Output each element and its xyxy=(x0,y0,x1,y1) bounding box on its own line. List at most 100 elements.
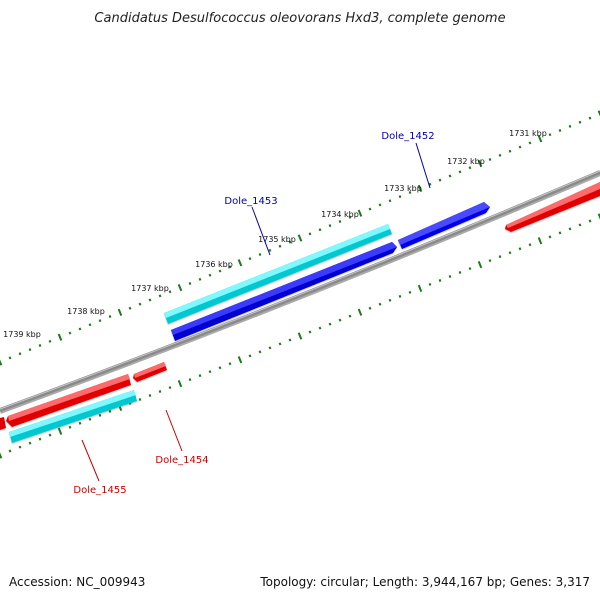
minor-tick xyxy=(68,425,72,429)
gene-label-dole-1455[interactable]: Dole_1455 xyxy=(73,485,126,496)
tick-label-1732: 1732 kbp xyxy=(447,157,485,166)
minor-tick xyxy=(398,195,402,199)
minor-tick xyxy=(428,182,432,186)
major-tick xyxy=(237,259,243,267)
major-tick xyxy=(417,284,423,293)
minor-tick xyxy=(158,294,162,298)
minor-tick xyxy=(68,331,72,335)
gene-dole-1452[interactable] xyxy=(398,202,490,249)
gene-reverse-edge[interactable] xyxy=(0,417,6,430)
minor-tick xyxy=(558,231,562,235)
major-tick xyxy=(237,356,243,364)
genome-backbone xyxy=(0,170,600,414)
tick-label-1734: 1734 kbp xyxy=(321,210,359,219)
minor-tick xyxy=(558,129,562,133)
minor-tick xyxy=(488,259,492,263)
tick-labels: 1731 kbp 1732 kbp 1733 kbp 1734 kbp 1735… xyxy=(3,129,547,339)
major-tick xyxy=(0,452,3,459)
minor-tick xyxy=(368,306,372,310)
minor-tick xyxy=(208,370,212,374)
minor-tick xyxy=(78,421,82,425)
minor-tick xyxy=(308,330,312,334)
minor-tick xyxy=(78,327,82,331)
minor-tick xyxy=(198,374,202,378)
gene-forward-unlabeled[interactable] xyxy=(171,242,397,341)
minor-tick xyxy=(428,282,432,286)
minor-tick xyxy=(8,356,12,360)
minor-tick xyxy=(278,342,282,346)
minor-tick xyxy=(328,224,332,228)
minor-tick xyxy=(188,281,192,285)
minor-tick xyxy=(28,348,32,352)
gene-reverse-right[interactable] xyxy=(505,182,600,232)
minor-tick xyxy=(588,219,592,223)
minor-tick xyxy=(468,267,472,271)
minor-tick xyxy=(458,170,462,174)
minor-tick xyxy=(448,275,452,278)
major-tick xyxy=(477,260,483,269)
minor-tick xyxy=(348,215,352,219)
minor-tick xyxy=(548,133,552,137)
minor-tick xyxy=(438,278,442,282)
minor-tick xyxy=(408,191,412,195)
minor-tick xyxy=(338,318,342,322)
minor-tick xyxy=(38,343,42,347)
minor-tick xyxy=(108,315,112,319)
minor-tick xyxy=(8,449,12,453)
gene-label-dole-1453[interactable]: Dole_1453 xyxy=(224,196,277,207)
major-tick xyxy=(357,209,363,217)
accession-text: Accession: NC_009943 xyxy=(9,575,145,589)
minor-tick xyxy=(318,228,322,232)
gene-dole-1455[interactable] xyxy=(9,390,137,443)
minor-tick xyxy=(378,302,382,306)
major-tick xyxy=(177,379,183,388)
minor-tick xyxy=(308,232,312,236)
major-tick xyxy=(477,159,483,168)
minor-tick xyxy=(388,298,392,302)
minor-tick xyxy=(338,219,342,223)
minor-tick xyxy=(498,255,502,259)
minor-tick xyxy=(128,306,132,310)
tick-label-1737: 1737 kbp xyxy=(131,284,169,293)
minor-tick xyxy=(438,178,442,182)
minor-tick xyxy=(18,445,22,449)
major-tick xyxy=(537,237,543,245)
tick-label-1736: 1736 kbp xyxy=(195,260,233,269)
minor-tick xyxy=(548,235,552,239)
minor-tick xyxy=(168,386,172,390)
minor-tick xyxy=(518,145,522,149)
minor-tick xyxy=(378,203,382,207)
minor-tick xyxy=(168,290,172,294)
gene-reverse-left-long[interactable] xyxy=(6,374,131,427)
minor-tick xyxy=(588,116,592,120)
minor-tick xyxy=(28,441,32,445)
minor-tick xyxy=(18,352,22,356)
minor-tick xyxy=(88,323,92,327)
minor-tick xyxy=(468,166,472,170)
gene-dole-1454[interactable] xyxy=(133,362,167,382)
minor-tick xyxy=(248,257,252,261)
topology-text: Topology: circular; Length: 3,944,167 bp… xyxy=(259,575,590,589)
major-tick xyxy=(57,427,63,435)
minor-tick xyxy=(528,141,532,145)
minor-tick xyxy=(38,437,42,441)
minor-tick xyxy=(318,326,322,330)
gene-label-dole-1454[interactable]: Dole_1454 xyxy=(155,455,208,466)
minor-tick xyxy=(568,227,572,231)
minor-tick xyxy=(188,378,192,382)
minor-tick xyxy=(268,346,272,350)
minor-tick xyxy=(488,157,492,161)
gene-dole-1453[interactable] xyxy=(164,224,392,324)
gene-label-dole-1452[interactable]: Dole_1452 xyxy=(381,131,434,142)
minor-tick xyxy=(498,153,502,157)
minor-tick xyxy=(568,124,572,128)
major-tick xyxy=(117,308,123,317)
minor-tick xyxy=(138,397,142,401)
minor-tick xyxy=(48,339,52,343)
tick-label-1731: 1731 kbp xyxy=(509,129,547,138)
minor-tick xyxy=(578,223,582,227)
major-tick xyxy=(297,234,303,242)
minor-tick xyxy=(148,298,152,302)
minor-tick xyxy=(288,338,292,342)
minor-tick xyxy=(228,265,232,269)
